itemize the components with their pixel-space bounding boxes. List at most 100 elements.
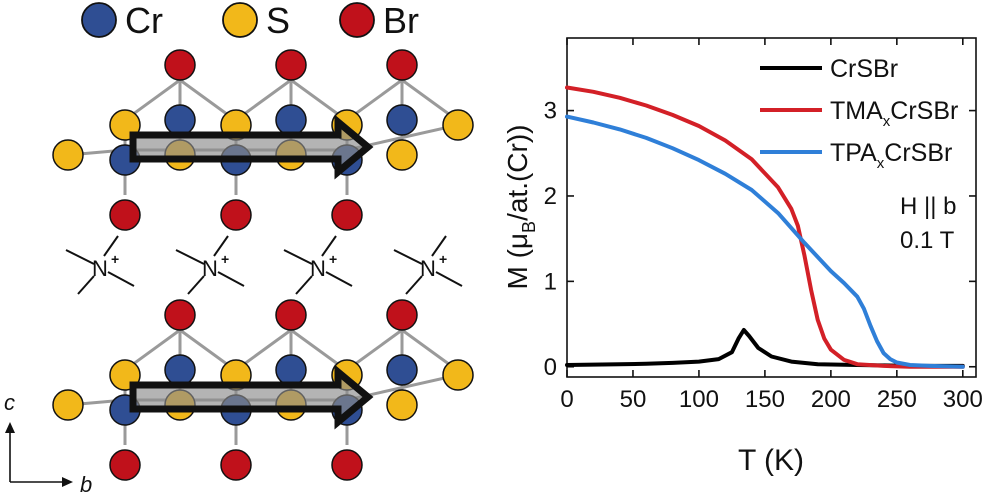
- n-ch3-bond: [283, 249, 313, 265]
- top-layer-br-atom: [220, 199, 252, 231]
- legend-br-swatch: [339, 2, 375, 38]
- n-ch3-bond: [217, 271, 245, 287]
- n-ch3-bond: [77, 275, 95, 295]
- bottom-layer-cr-atom: [386, 354, 418, 386]
- plot-frame: [566, 37, 977, 378]
- n-ch3-bond: [325, 271, 353, 287]
- n-ch3-bond: [431, 235, 447, 257]
- y-axis-label-rest: /at.(Cr)): [502, 124, 533, 220]
- n-ch3-bond: [187, 275, 205, 295]
- legend-br-label: Br: [383, 0, 419, 41]
- n-ch3-bond: [213, 235, 229, 257]
- n-ch3-bond: [405, 275, 423, 295]
- ammonium-cation: N +: [65, 235, 135, 295]
- top-layer-cr-atom: [275, 104, 307, 136]
- legend-label-main: TPA: [830, 139, 877, 167]
- ammonium-cation-row: N + N + N + N +: [65, 235, 463, 295]
- nitrogen-charge: +: [111, 251, 119, 267]
- series-line-TMAxCrSBr: [565, 85, 965, 369]
- top-layer-br-atom: [164, 49, 196, 81]
- bottom-layer-br-atom: [386, 299, 418, 331]
- y-axis-label-main: M (μ: [502, 233, 533, 290]
- ammonium-cation: N +: [393, 235, 463, 295]
- nitrogen-label: N: [92, 256, 108, 281]
- bottom-layer-cr-atom: [164, 354, 196, 386]
- legend-label-rest: CrSBr: [884, 139, 952, 167]
- bottom-layer-s-atom: [386, 389, 418, 421]
- bottom-layer-cr-atom: [275, 354, 307, 386]
- element-legend: Cr S Br: [81, 0, 419, 41]
- x-tick-label: 300: [943, 386, 983, 413]
- b-axis-label: b: [80, 472, 92, 497]
- nitrogen-charge: +: [439, 251, 447, 267]
- nitrogen-charge: +: [329, 251, 337, 267]
- bottom-layer-br-atom: [331, 449, 363, 481]
- legend-label-subscript: x: [877, 155, 885, 172]
- crsbr-layer-bottom: [52, 299, 474, 481]
- c-axis-label: c: [4, 390, 15, 415]
- legend-s-swatch: [222, 2, 258, 38]
- y-tick-label: 3: [544, 98, 557, 125]
- legend-s-label: S: [266, 0, 290, 41]
- top-layer-br-atom: [331, 199, 363, 231]
- x-axis-label: T (K): [738, 444, 804, 477]
- n-ch3-bond: [321, 235, 337, 257]
- y-tick-label: 0: [544, 354, 557, 381]
- bottom-layer-br-atom: [275, 299, 307, 331]
- nitrogen-label: N: [310, 256, 326, 281]
- y-axis-ticks: 0 1 2 3: [544, 98, 976, 381]
- y-tick-label: 2: [544, 183, 557, 210]
- legend-label-main: TMA: [830, 97, 883, 125]
- x-tick-label: 200: [811, 386, 851, 413]
- n-ch3-bond: [103, 235, 119, 257]
- bottom-layer-spin-arrow: [129, 364, 374, 430]
- ammonium-cation: N +: [283, 235, 353, 295]
- y-axis-label-subscript: B: [519, 221, 539, 233]
- x-tick-label: 150: [745, 386, 785, 413]
- y-axis-label: M (μB/at.(Cr)): [502, 124, 539, 289]
- bottom-layer-br-atom: [220, 449, 252, 481]
- n-ch3-bond: [175, 249, 205, 265]
- bottom-layer-br-atom: [109, 449, 141, 481]
- legend-cr-label: Cr: [125, 0, 163, 41]
- legend-cr-swatch: [81, 2, 117, 38]
- crystal-axes-indicator: c b: [4, 390, 92, 497]
- n-ch3-bond: [65, 249, 95, 265]
- top-layer-cr-atom: [164, 104, 196, 136]
- legend-label-main: CrSBr: [830, 55, 898, 83]
- n-ch3-bond: [295, 275, 313, 295]
- y-tick-label: 1: [544, 268, 557, 295]
- field-annotation-line2: 0.1 T: [900, 227, 955, 254]
- top-layer-s-atom: [442, 109, 474, 141]
- nitrogen-label: N: [420, 256, 436, 281]
- x-tick-label: 100: [679, 386, 719, 413]
- top-layer-spin-arrow: [129, 114, 374, 180]
- n-ch3-bond: [107, 271, 135, 287]
- x-tick-label: 50: [620, 386, 647, 413]
- top-layer-cr-atom: [386, 104, 418, 136]
- nitrogen-label: N: [202, 256, 218, 281]
- series-line-CrSBr: [565, 328, 965, 368]
- crsbr-layer-top: [52, 49, 474, 231]
- legend-label-rest: CrSBr: [890, 97, 958, 125]
- x-tick-label: 0: [560, 386, 573, 413]
- bottom-layer-br-atom: [164, 299, 196, 331]
- b-axis-arrowhead: [62, 477, 73, 487]
- legend-label-TMAxCrSBr: TMAxCrSBr: [830, 97, 958, 130]
- bottom-layer-s-atom: [442, 359, 474, 391]
- legend-label-subscript: x: [883, 113, 891, 130]
- top-layer-s-atom: [52, 139, 84, 171]
- bottom-layer-s-atom: [52, 389, 84, 421]
- n-ch3-bond: [393, 249, 423, 265]
- top-layer-br-atom: [275, 49, 307, 81]
- x-tick-label: 250: [877, 386, 917, 413]
- legend-label-CrSBr: CrSBr: [830, 55, 898, 83]
- series-line-TPAxCrSBr: [565, 114, 965, 369]
- nitrogen-charge: +: [221, 251, 229, 267]
- series-lines: [565, 85, 965, 369]
- field-annotation-line1: H || b: [900, 193, 956, 220]
- ammonium-cation: N +: [175, 235, 245, 295]
